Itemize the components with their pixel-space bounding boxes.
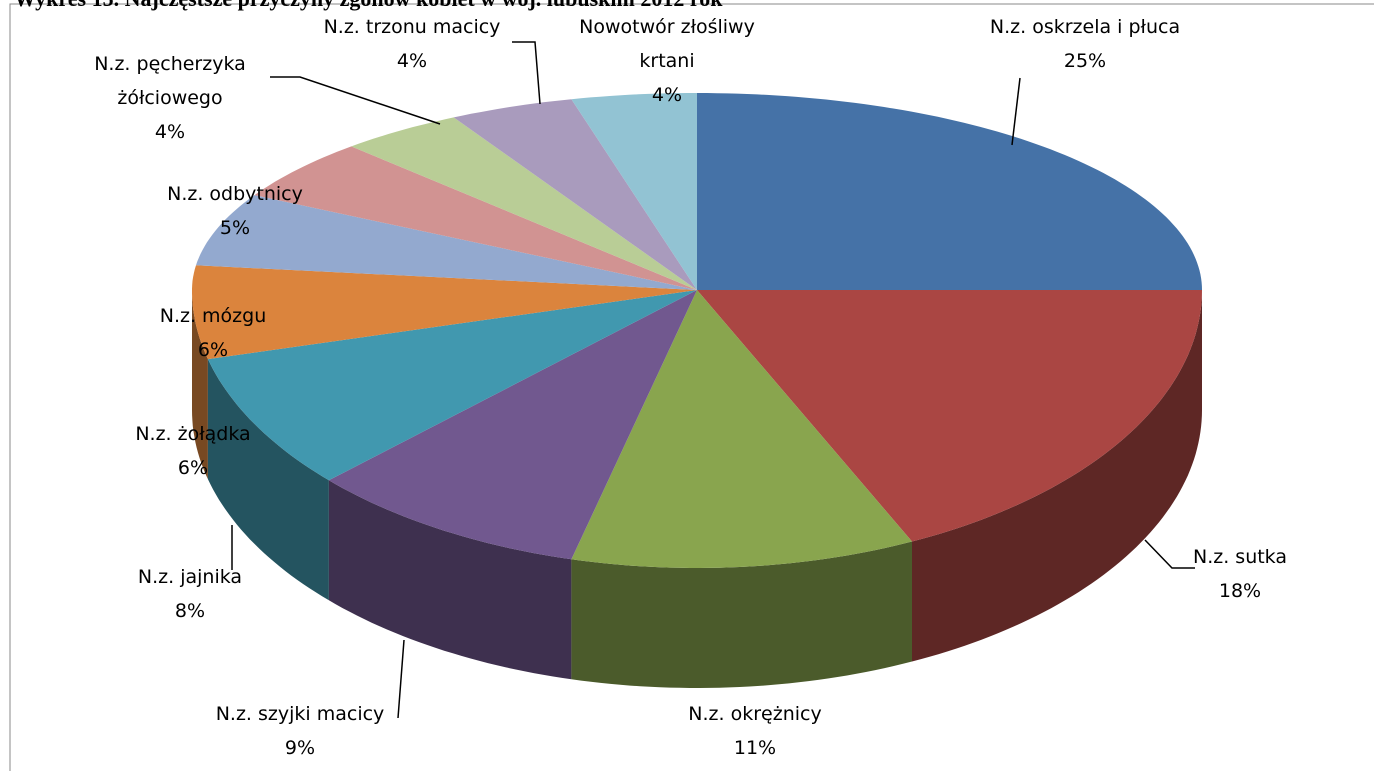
leader-line: [512, 41, 541, 105]
slice-value: 25%: [1063, 50, 1107, 72]
slice-name: N.z. szyjki macicy: [215, 703, 385, 725]
slice: [328, 290, 697, 560]
data-label: N.z. szyjki macicy 9%: [180, 697, 420, 765]
slice-name: N.z. trzonu macicy: [323, 16, 501, 38]
chart-frame: [9, 3, 1374, 771]
slice: [207, 290, 697, 481]
data-label: N.z. okrężnicy 11%: [635, 697, 875, 765]
slice-value: 5%: [219, 217, 251, 239]
data-label: N.z. odbytnicy 5%: [145, 177, 325, 245]
data-label: N.z. jajnika 8%: [110, 560, 270, 628]
data-label: N.z. pęcherzyka żółciowego 4%: [80, 47, 260, 149]
slice-name: N.z. odbytnicy: [167, 183, 303, 205]
slice-value: 4%: [651, 84, 683, 106]
slice-name: Nowotwór złośliwy krtani: [579, 16, 755, 72]
slice-value: 4%: [154, 121, 186, 143]
slice-name: N.z. okrężnicy: [688, 703, 822, 725]
leader-line: [270, 76, 441, 125]
slice-value: 18%: [1218, 580, 1262, 602]
data-label: N.z. trzonu macicy 4%: [302, 10, 522, 78]
slice-side: [912, 290, 1202, 662]
slice-name: N.z. oskrzela i płuca: [989, 16, 1181, 38]
slice-value: 9%: [284, 737, 316, 759]
slice: [697, 290, 1202, 542]
slice-side: [192, 290, 208, 480]
slice-name: N.z. mózgu: [159, 305, 267, 327]
slice: [196, 195, 697, 290]
slice: [254, 146, 697, 290]
data-label: N.z. mózgu 6%: [133, 299, 293, 367]
data-label: N.z. sutka 18%: [1180, 540, 1300, 608]
slice-side: [328, 480, 572, 680]
slice-value: 6%: [177, 457, 209, 479]
leader-line: [1144, 539, 1195, 569]
slice-value: 6%: [197, 339, 229, 361]
slice-name: N.z. pęcherzyka żółciowego: [94, 53, 246, 109]
slice-value: 11%: [733, 737, 777, 759]
data-label: N.z. żołądka 6%: [113, 417, 273, 485]
slice-name: N.z. sutka: [1192, 546, 1287, 568]
data-label: N.z. oskrzela i płuca 25%: [935, 10, 1235, 78]
leader-line: [1011, 77, 1021, 146]
slice-name: N.z. żołądka: [135, 423, 251, 445]
slice: [453, 99, 697, 290]
slice: [697, 93, 1202, 290]
slice-value: 4%: [396, 50, 428, 72]
slice: [192, 265, 697, 360]
slice: [571, 93, 697, 290]
slice: [571, 290, 912, 568]
slice-side: [207, 359, 329, 601]
slice-name: N.z. jajnika: [137, 566, 243, 588]
data-label: Nowotwór złośliwy krtani 4%: [562, 10, 772, 112]
leader-line: [397, 639, 405, 719]
slice: [351, 117, 697, 291]
slice-side: [571, 541, 912, 688]
chart-title: Wykres 15. Najczęstsze przyczyny zgonów …: [14, 0, 722, 12]
slice-value: 8%: [174, 600, 206, 622]
